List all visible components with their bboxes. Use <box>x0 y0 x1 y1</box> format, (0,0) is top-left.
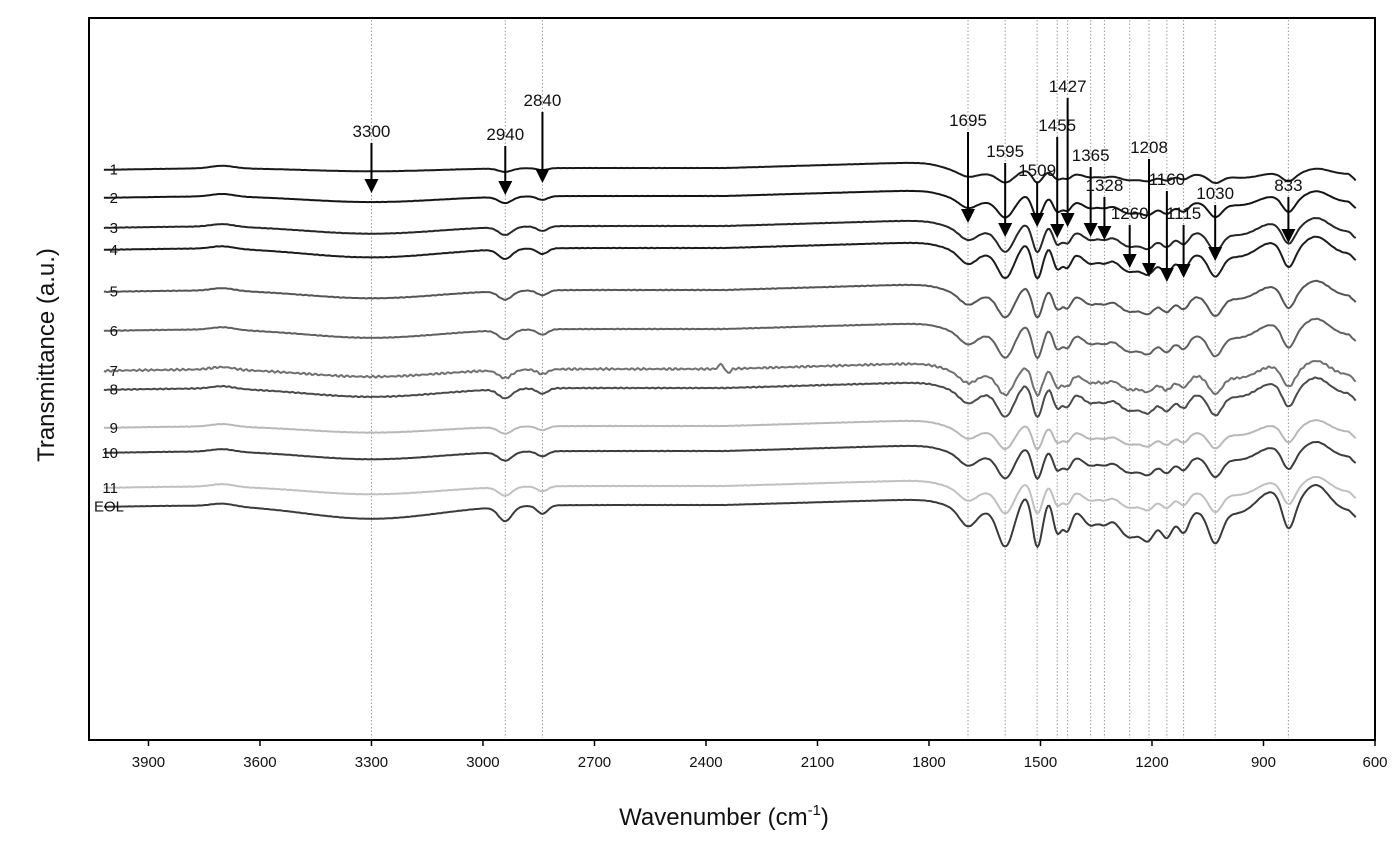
peak-arrow-head <box>364 179 379 193</box>
spectrum-trace-5 <box>103 279 1357 319</box>
peak-label: 1427 <box>1049 77 1087 96</box>
peak-arrow-head <box>1097 226 1112 240</box>
x-axis-title-main: Wavenumber (cm <box>619 804 807 831</box>
spectrum-trace-1 <box>103 161 1357 185</box>
spectrum-trace-7 <box>103 360 1357 398</box>
peak-annotation-1115: 1115 <box>1166 204 1201 278</box>
peak-label: 1160 <box>1149 170 1186 189</box>
peak-annotation-2840: 2840 <box>524 91 562 183</box>
peak-arrow-head <box>1122 254 1137 268</box>
peak-annotation-1208: 1208 <box>1130 138 1168 277</box>
x-tick-label: 600 <box>1362 754 1387 771</box>
peak-arrow-head <box>535 169 550 183</box>
trace-label-5: 5 <box>110 284 118 301</box>
peak-annotation-2940: 2940 <box>486 125 524 195</box>
trace-label-8: 8 <box>110 382 118 399</box>
peak-label: 1328 <box>1086 176 1124 195</box>
x-axis-ticks: 3900 3600 3300 3000 2700 2400 2100 1800 1500 1200… <box>132 740 1388 771</box>
peak-arrow-head <box>1050 224 1065 238</box>
spectrum-trace-8 <box>103 376 1357 419</box>
peak-annotation-1509: 1509 <box>1018 161 1056 227</box>
peak-annotation-833: 833 <box>1274 176 1303 243</box>
peak-label: 1695 <box>949 111 987 130</box>
x-tick-label: 3300 <box>355 754 388 771</box>
peak-label: 1260 <box>1111 204 1149 223</box>
peak-arrow-head <box>998 223 1013 237</box>
plot-area-border <box>88 17 1376 741</box>
peak-arrow-head <box>1159 268 1174 282</box>
peak-annotation-1260: 1260 <box>1111 204 1149 268</box>
spectrum-trace-10 <box>103 441 1357 481</box>
trace-label-11: 11 <box>102 480 118 497</box>
peak-annotation-1328: 1328 <box>1086 176 1124 240</box>
x-tick-label: 2700 <box>578 754 611 771</box>
peak-annotation-1160: 1160 <box>1149 170 1186 282</box>
x-tick-label: 3900 <box>132 754 165 771</box>
peak-annotation-1595: 1595 <box>986 142 1024 237</box>
x-axis-title-close: ) <box>821 804 829 831</box>
peak-label: 1115 <box>1166 204 1201 223</box>
spectrum-trace-3 <box>103 217 1357 254</box>
peak-arrow-head <box>1083 223 1098 237</box>
peak-annotation-1030: 1030 <box>1196 184 1234 261</box>
spectrum-trace-9 <box>103 419 1357 451</box>
trace-label-6: 6 <box>110 323 118 340</box>
peak-annotation-3300: 3300 <box>353 122 391 193</box>
peak-label: 2840 <box>524 91 562 110</box>
x-tick-label: 2400 <box>689 754 722 771</box>
peak-label: 1509 <box>1018 161 1056 180</box>
peak-label: 1208 <box>1130 138 1168 157</box>
spectrum-trace-2 <box>103 189 1357 220</box>
trace-label-1: 1 <box>110 162 118 179</box>
x-axis-title: Wavenumber (cm-1) <box>619 802 829 831</box>
x-tick-label: 1200 <box>1135 754 1168 771</box>
y-axis-title: Transmittance (a.u.) <box>33 248 60 462</box>
peak-label: 1365 <box>1072 146 1110 165</box>
peak-arrow-head <box>1142 263 1157 277</box>
peak-label: 1455 <box>1038 116 1076 135</box>
trace-label-2: 2 <box>110 190 118 207</box>
x-tick-label: 1500 <box>1024 754 1057 771</box>
spectrum-trace-11 <box>103 476 1357 515</box>
peak-annotation-1695: 1695 <box>949 111 987 223</box>
peak-arrow-head <box>1030 213 1045 227</box>
spectra-traces <box>103 161 1357 549</box>
peak-label: 833 <box>1274 176 1302 195</box>
trace-label-7: 7 <box>110 363 118 380</box>
x-tick-label: 1800 <box>912 754 945 771</box>
peak-label: 1595 <box>986 142 1024 161</box>
peak-arrow-head <box>1060 213 1075 227</box>
peak-label: 1030 <box>1196 184 1234 203</box>
peak-label: 2940 <box>486 125 524 144</box>
peak-arrow-head <box>1208 247 1223 261</box>
peak-annotation-1365: 1365 <box>1072 146 1110 237</box>
trace-label-10: 10 <box>101 445 118 462</box>
peak-annotation-1427: 1427 <box>1049 77 1087 227</box>
trace-labels: 1 2 3 4 5 6 7 8 9 10 11 EOL <box>94 162 124 516</box>
x-axis-title-sup: -1 <box>808 802 821 819</box>
x-tick-label: 3600 <box>243 754 276 771</box>
x-tick-label: 900 <box>1251 754 1276 771</box>
peak-arrow-head <box>498 181 513 195</box>
spectrum-trace-6 <box>103 317 1357 360</box>
peak-arrow-head <box>1176 264 1191 278</box>
plot-frame <box>88 17 1376 741</box>
spectrum-trace-4 <box>103 235 1357 280</box>
peak-arrow-head <box>961 209 976 223</box>
peak-arrow-head <box>1281 229 1296 243</box>
trace-label-3: 3 <box>110 220 118 237</box>
x-tick-label: 2100 <box>801 754 834 771</box>
trace-label-EOL: EOL <box>94 499 124 516</box>
spectrum-trace-EOL <box>103 483 1357 549</box>
peak-label: 3300 <box>353 122 391 141</box>
trace-label-9: 9 <box>110 420 118 437</box>
trace-label-4: 4 <box>110 242 118 259</box>
x-tick-label: 3000 <box>466 754 499 771</box>
